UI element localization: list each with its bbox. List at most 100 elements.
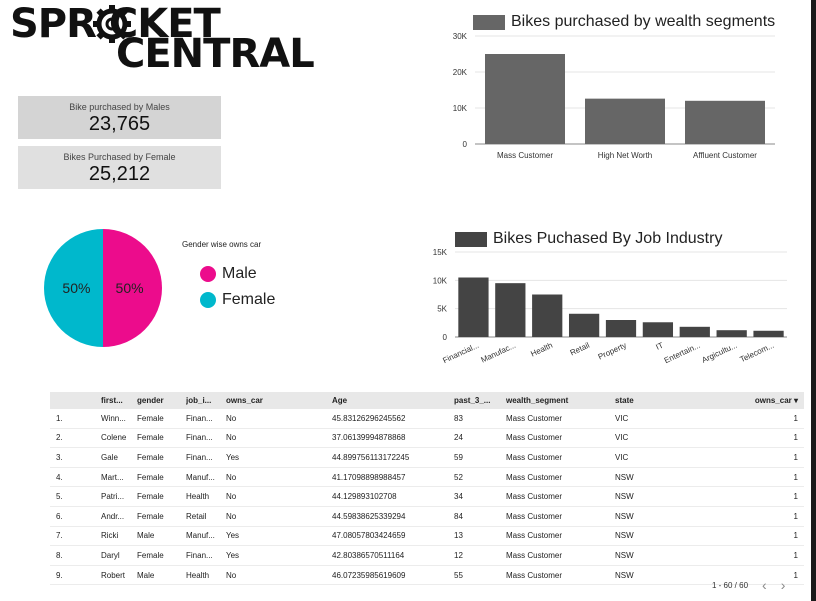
table-cell: 1: [793, 511, 798, 521]
legend-item-male[interactable]: Male: [200, 265, 257, 283]
table-cell: 13: [454, 531, 463, 541]
bar[interactable]: [485, 54, 565, 144]
bar[interactable]: [585, 98, 665, 144]
pie-slice-male[interactable]: [103, 229, 162, 347]
y-tick-label: 10K: [453, 104, 468, 113]
x-tick-label: Entertain...: [663, 341, 702, 366]
table-body[interactable]: 1. Winn... Female Finan... No 45.831262962455…: [50, 409, 804, 597]
table-cell: Retail: [186, 511, 207, 521]
column-header[interactable]: owns_car ▾: [754, 396, 798, 405]
column-header[interactable]: Age: [332, 396, 348, 405]
table-cell: Manuf...: [186, 472, 215, 482]
table-cell: Gale: [101, 452, 118, 462]
table-cell: 55: [454, 570, 463, 580]
table-cell: No: [226, 511, 237, 521]
column-header[interactable]: wealth_segment: [506, 396, 569, 405]
table-cell: 1: [793, 413, 798, 423]
table-cell: 47.08057803424659: [332, 531, 406, 541]
table-row[interactable]: 1. Winn... Female Finan... No 45.831262962455…: [50, 409, 804, 429]
table-cell: Mass Customer: [506, 511, 563, 521]
kpi-card-males: Bike purchased by Males 23,765: [18, 96, 221, 139]
y-tick-label: 10K: [433, 276, 448, 285]
table-cell: Robert: [101, 570, 126, 580]
table-cell: Mass Customer: [506, 433, 563, 443]
window-frame: [811, 0, 816, 601]
table-cell: No: [226, 433, 237, 443]
column-header[interactable]: past_3_...: [454, 396, 491, 405]
bar[interactable]: [605, 320, 637, 337]
x-tick-label: Health: [529, 341, 554, 359]
x-tick-label: Affluent Customer: [693, 151, 757, 160]
table-row[interactable]: 9. Robert Male Health No 46.07235985619609 55 M…: [50, 566, 804, 586]
column-header[interactable]: state: [615, 396, 634, 405]
bar[interactable]: [753, 330, 784, 337]
table-cell: 12: [454, 550, 463, 560]
table-row[interactable]: 8. Daryl Female Finan... Yes 42.8038657051116…: [50, 546, 804, 566]
table-cell: No: [226, 570, 237, 580]
table-cell: Female: [137, 472, 164, 482]
kpi-card-female: Bikes Purchased by Female 25,212: [18, 146, 221, 189]
table-cell: No: [226, 413, 237, 423]
table-cell: Health: [186, 570, 210, 580]
column-header[interactable]: job_i...: [186, 396, 212, 405]
bar[interactable]: [495, 283, 526, 337]
column-header[interactable]: gender: [137, 396, 164, 405]
table-cell: Ricki: [101, 531, 119, 541]
bar[interactable]: [679, 326, 710, 337]
table-row[interactable]: 3. Gale Female Finan... Yes 44.89975611317224…: [50, 448, 804, 468]
table-cell: 34: [454, 492, 463, 502]
female-dot-icon: [200, 292, 216, 308]
table-row[interactable]: 7. Ricki Male Manuf... Yes 47.08057803424659 1…: [50, 527, 804, 547]
wealth-bar-chart: 0 10K 20K 30K Mass Customer High Net Worth Aff…: [453, 32, 775, 160]
table-cell: 45.83126296245562: [332, 413, 406, 423]
table-cell: NSW: [615, 472, 634, 482]
bar[interactable]: [685, 100, 765, 144]
table-cell: VIC: [615, 452, 629, 462]
table-row[interactable]: 5. Patri... Female Health No 44.129893102708 3…: [50, 487, 804, 507]
table-cell: Yes: [226, 452, 240, 462]
column-header[interactable]: owns_car: [226, 396, 263, 405]
column-header[interactable]: first...: [101, 396, 123, 405]
pie-slice-female[interactable]: [44, 229, 103, 347]
x-tick-label: Argicultu...: [700, 341, 738, 365]
table-cell: NSW: [615, 492, 634, 502]
prev-page-button[interactable]: ‹: [762, 577, 767, 593]
y-tick-label: 30K: [453, 32, 468, 41]
bar[interactable]: [458, 277, 489, 338]
table-cell: 1: [793, 452, 798, 462]
table-cell: Daryl: [101, 550, 120, 560]
y-tick-label: 15K: [433, 248, 448, 257]
table-cell: Winn...: [101, 413, 126, 423]
y-tick-label: 0: [443, 333, 448, 342]
table-cell: Mass Customer: [506, 452, 563, 462]
table-cell: 41.17098898988457: [332, 472, 406, 482]
table-cell: Patri...: [101, 492, 125, 502]
table-cell: 5.: [56, 492, 63, 502]
bar[interactable]: [642, 322, 674, 337]
table-row[interactable]: 6. Andr... Female Retail No 44.59838625339294…: [50, 507, 804, 527]
bar[interactable]: [568, 313, 600, 337]
table-cell: NSW: [615, 531, 634, 541]
table-cell: Mass Customer: [506, 472, 563, 482]
table-cell: 37.06139994878868: [332, 433, 406, 443]
sprocket-icon: [93, 5, 131, 43]
table-cell: NSW: [615, 550, 634, 560]
table-cell: 1: [793, 531, 798, 541]
table-cell: Mass Customer: [506, 492, 563, 502]
table-row[interactable]: 4. Mart... Female Manuf... No 41.170988989884…: [50, 468, 804, 488]
table-cell: Female: [137, 413, 164, 423]
table-cell: Mart...: [101, 472, 124, 482]
table-cell: Mass Customer: [506, 531, 563, 541]
next-page-button[interactable]: ›: [780, 577, 786, 593]
table-cell: Colene: [101, 433, 127, 443]
legend-item-female[interactable]: Female: [200, 291, 275, 309]
job-chart-title-text: Bikes Puchased By Job Industry: [493, 230, 723, 247]
table-cell: Manuf...: [186, 531, 215, 541]
table-cell: 24: [454, 433, 463, 443]
logo: SPR CKET CENTRAL: [8, 2, 315, 76]
bar[interactable]: [716, 330, 747, 337]
pagination: 1 - 60 / 60 ‹ ›: [712, 577, 785, 593]
bar[interactable]: [532, 294, 563, 338]
table-row[interactable]: 2. Colene Female Finan... No 37.0613999487886…: [50, 429, 804, 449]
x-tick-label: Property: [597, 341, 628, 362]
